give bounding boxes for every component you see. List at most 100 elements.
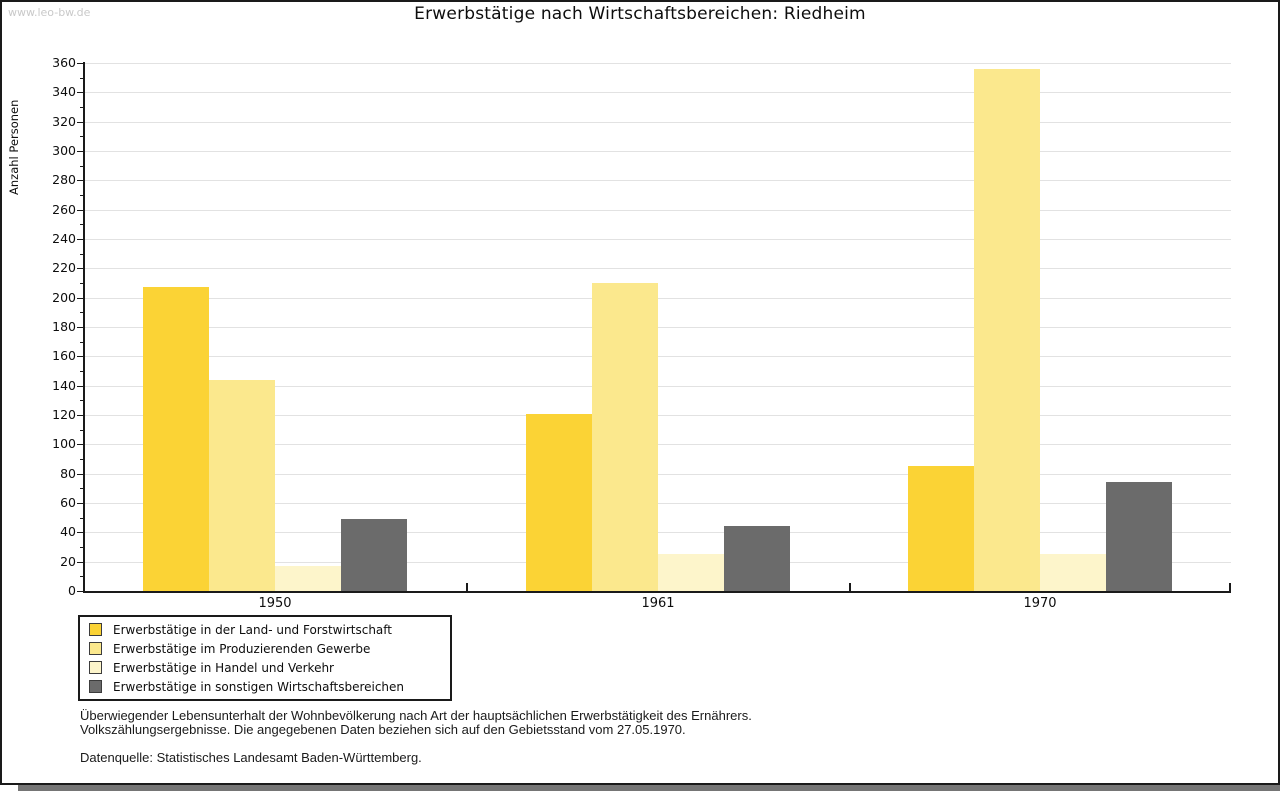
y-major-tick — [77, 180, 84, 181]
x-separator-tick — [849, 583, 851, 591]
y-tick-label: 0 — [68, 583, 76, 598]
bar-1970-sonstige-wirtschaftsbereiche — [1106, 482, 1172, 591]
legend-item-handel-verkehr: Erwerbstätige in Handel und Verkehr — [89, 661, 441, 675]
gridline — [84, 268, 1231, 269]
y-major-tick — [77, 122, 84, 123]
y-major-tick — [77, 415, 84, 416]
y-major-tick — [77, 444, 84, 445]
bar-1950-sonstige-wirtschaftsbereiche — [341, 519, 407, 591]
x-tick-label-1961: 1961 — [641, 596, 675, 611]
bar-1950-produzierendes-gewerbe — [209, 380, 275, 591]
y-minor-tick — [80, 224, 84, 225]
gridline — [84, 210, 1231, 211]
bar-1961-handel-verkehr — [658, 554, 724, 591]
y-tick-label: 20 — [60, 554, 76, 569]
y-tick-label: 100 — [52, 436, 76, 451]
y-minor-tick — [80, 576, 84, 577]
bar-1950-land-forstwirtschaft — [143, 287, 209, 591]
y-tick-label: 240 — [52, 231, 76, 246]
y-tick-label: 40 — [60, 524, 76, 539]
data-source: Datenquelle: Statistisches Landesamt Bad… — [80, 750, 422, 765]
gridline — [84, 239, 1231, 240]
legend-label: Erwerbstätige in sonstigen Wirtschaftsbe… — [113, 679, 405, 694]
x-end-tick — [1229, 583, 1231, 591]
bar-1970-produzierendes-gewerbe — [974, 69, 1040, 591]
legend-item-land-forstwirtschaft: Erwerbstätige in der Land- und Forstwirt… — [89, 623, 441, 637]
y-minor-tick — [80, 342, 84, 343]
y-minor-tick — [80, 254, 84, 255]
window-shadow — [18, 785, 1280, 791]
footnote-line-2: Volkszählungsergebnisse. Die angegebenen… — [80, 721, 686, 737]
x-tick-label-1970: 1970 — [1023, 596, 1057, 611]
y-axis-line — [83, 62, 85, 592]
legend-swatch-handel-verkehr — [89, 661, 102, 674]
y-tick-label: 320 — [52, 114, 76, 129]
bar-1950-handel-verkehr — [275, 566, 341, 591]
bar-1961-produzierendes-gewerbe — [592, 283, 658, 591]
bar-1961-land-forstwirtschaft — [526, 414, 592, 591]
y-tick-label: 360 — [52, 55, 76, 70]
y-major-tick — [77, 386, 84, 387]
legend-label: Erwerbstätige in Handel und Verkehr — [113, 660, 334, 675]
y-minor-tick — [80, 107, 84, 108]
y-major-tick — [77, 503, 84, 504]
y-minor-tick — [80, 518, 84, 519]
y-minor-tick — [80, 78, 84, 79]
y-tick-label: 260 — [52, 202, 76, 217]
y-major-tick — [77, 356, 84, 357]
legend-label: Erwerbstätige in der Land- und Forstwirt… — [113, 622, 392, 637]
gridline — [84, 63, 1231, 64]
y-minor-tick — [80, 371, 84, 372]
y-tick-label: 280 — [52, 172, 76, 187]
x-tick-label-1950: 1950 — [258, 596, 292, 611]
y-tick-label: 160 — [52, 348, 76, 363]
y-tick-label: 60 — [60, 495, 76, 510]
y-minor-tick — [80, 488, 84, 489]
y-major-tick — [77, 92, 84, 93]
y-major-tick — [77, 327, 84, 328]
y-minor-tick — [80, 459, 84, 460]
legend-item-produzierendes-gewerbe: Erwerbstätige im Produzierenden Gewerbe — [89, 642, 441, 656]
legend-label: Erwerbstätige im Produzierenden Gewerbe — [113, 641, 371, 656]
y-major-tick — [77, 298, 84, 299]
y-major-tick — [77, 532, 84, 533]
y-major-tick — [77, 210, 84, 211]
y-tick-label: 220 — [52, 260, 76, 275]
y-minor-tick — [80, 283, 84, 284]
y-major-tick — [77, 562, 84, 563]
bar-1970-handel-verkehr — [1040, 554, 1106, 591]
gridline — [84, 180, 1231, 181]
y-tick-label: 300 — [52, 143, 76, 158]
chart-title: Erwerbstätige nach Wirtschaftsbereichen:… — [414, 4, 866, 24]
y-minor-tick — [80, 136, 84, 137]
legend-item-sonstige-wirtschaftsbereiche: Erwerbstätige in sonstigen Wirtschaftsbe… — [89, 680, 441, 694]
x-separator-tick — [466, 583, 468, 591]
legend-swatch-produzierendes-gewerbe — [89, 642, 102, 655]
y-minor-tick — [80, 195, 84, 196]
y-major-tick — [77, 63, 84, 64]
bar-1970-land-forstwirtschaft — [908, 466, 974, 591]
y-major-tick — [77, 591, 84, 592]
legend: Erwerbstätige in der Land- und Forstwirt… — [78, 615, 452, 701]
y-major-tick — [77, 268, 84, 269]
footnote-line-1: Überwiegender Lebensunterhalt der Wohnbe… — [80, 708, 752, 723]
y-minor-tick — [80, 547, 84, 548]
y-minor-tick — [80, 166, 84, 167]
legend-swatch-land-forstwirtschaft — [89, 623, 102, 636]
y-tick-label: 200 — [52, 290, 76, 305]
y-major-tick — [77, 474, 84, 475]
footnote: Überwiegender Lebensunterhalt der Wohnbe… — [80, 709, 752, 736]
y-minor-tick — [80, 400, 84, 401]
y-tick-label: 140 — [52, 378, 76, 393]
legend-swatch-sonstige-wirtschaftsbereiche — [89, 680, 102, 693]
bar-1961-sonstige-wirtschaftsbereiche — [724, 526, 790, 591]
y-major-tick — [77, 239, 84, 240]
y-tick-label: 80 — [60, 466, 76, 481]
gridline — [84, 122, 1231, 123]
gridline — [84, 92, 1231, 93]
x-axis-line — [83, 591, 1231, 593]
y-minor-tick — [80, 430, 84, 431]
y-major-tick — [77, 151, 84, 152]
